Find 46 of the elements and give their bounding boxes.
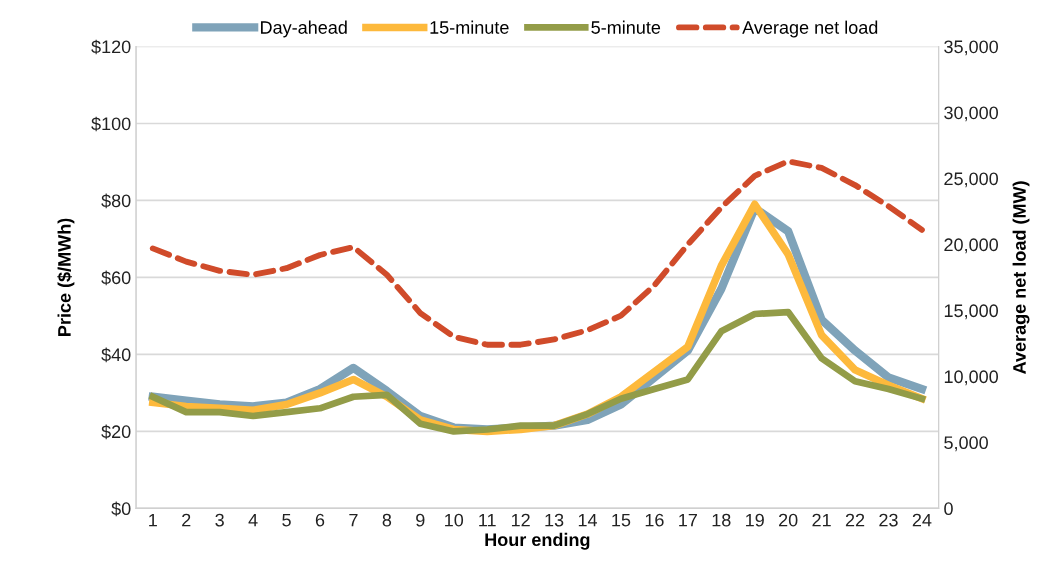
x-tick-label: 18: [712, 513, 731, 527]
x-tick-label: 12: [511, 513, 530, 527]
x-tick-label: 11: [479, 513, 496, 527]
x-tick-label: 19: [746, 513, 764, 527]
x-tick-label: 16: [645, 513, 664, 527]
x-tick-label: 4: [248, 513, 258, 527]
x-tick-label: 6: [315, 513, 325, 527]
x-tick-label: 17: [679, 513, 697, 527]
x-tick-label: 21: [812, 513, 831, 527]
y-tick-label: $60: [101, 270, 131, 286]
legend-label: 15-minute: [430, 20, 509, 34]
y2-tick-label: 20,000: [944, 238, 999, 254]
x-tick-label: 22: [845, 513, 865, 527]
x-tick-label: 20: [779, 513, 798, 527]
x-tick-label: 24: [912, 513, 932, 527]
legend-label: Day-ahead: [261, 20, 347, 38]
y2-tick-label: 10,000: [944, 370, 999, 386]
y-tick-label: $100: [91, 116, 131, 132]
y2-tick-label: 15,000: [944, 304, 999, 320]
y-tick-label: $20: [101, 424, 131, 440]
y2-axis-title: Average net load (MW): [1012, 181, 1030, 374]
y2-tick-label: 25,000: [944, 172, 999, 188]
x-tick-label: 23: [879, 513, 898, 527]
y2-tick-label: 5,000: [944, 436, 988, 452]
x-tick-label: 7: [349, 513, 358, 527]
y2-tick-label: 35,000: [944, 40, 999, 56]
x-axis-title: Hour ending: [485, 532, 590, 550]
x-tick-label: 2: [182, 513, 191, 527]
y-tick-label: $0: [111, 501, 131, 517]
x-tick-label: 15: [612, 513, 631, 527]
x-tick-label: 1: [149, 513, 157, 527]
x-tick-label: 5: [282, 513, 291, 527]
x-tick-label: 9: [416, 513, 425, 527]
legend-label: Average net load: [742, 20, 878, 38]
y-tick-label: $40: [101, 347, 131, 363]
x-tick-label: 3: [215, 513, 224, 527]
x-tick-label: 14: [578, 513, 598, 527]
y-axis-title: Price ($/MWh): [57, 218, 75, 336]
x-tick-label: 10: [445, 513, 464, 527]
y-tick-label: $80: [101, 193, 131, 209]
y-tick-label: $120: [91, 39, 131, 55]
x-tick-label: 13: [545, 513, 564, 527]
y2-tick-label: 0: [944, 502, 953, 516]
legend-label: 5-minute: [591, 20, 661, 34]
x-tick-label: 8: [382, 513, 392, 527]
y2-tick-label: 30,000: [944, 106, 999, 122]
